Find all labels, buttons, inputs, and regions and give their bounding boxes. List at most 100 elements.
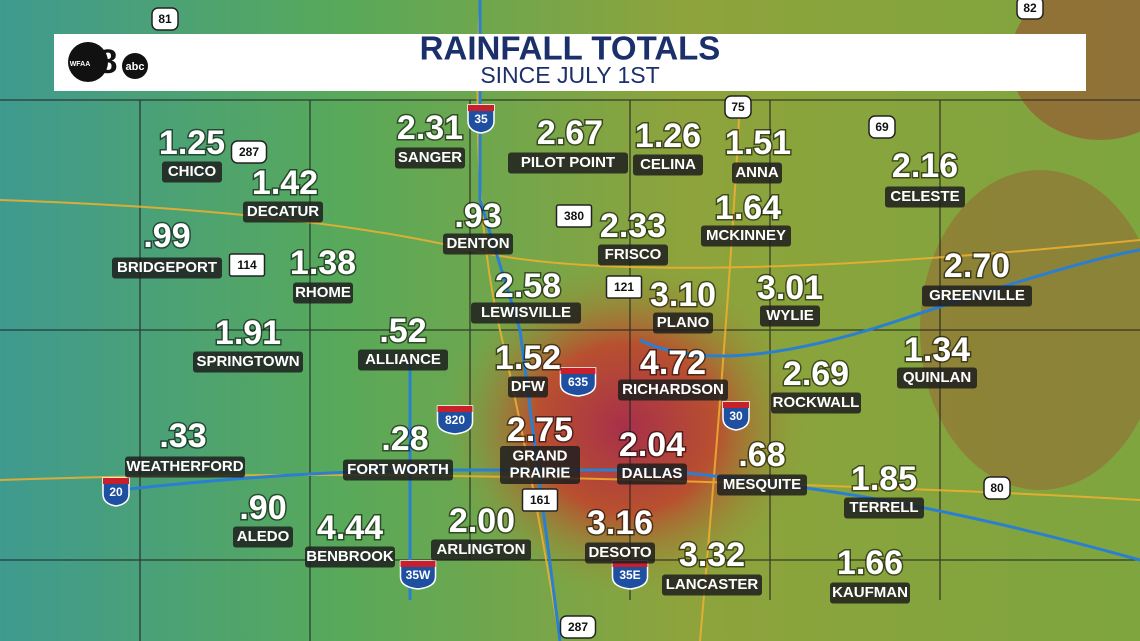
- label-box: [508, 376, 548, 398]
- shield-shape: [228, 253, 266, 277]
- location-name: GREENVILLE: [929, 287, 1025, 304]
- rain-total: 1.51: [725, 124, 791, 162]
- highway-shield: 635: [559, 367, 597, 397]
- rain-total: 2.00: [449, 502, 515, 540]
- rain-total: 1.85: [851, 460, 917, 498]
- county-lines: [0, 99, 1140, 641]
- location-name: CHICO: [168, 163, 217, 180]
- highway-shield: 121: [605, 275, 643, 299]
- rain-total: 2.58: [495, 267, 561, 305]
- shield-label: 635: [568, 375, 588, 389]
- location-name: WYLIE: [766, 307, 814, 324]
- location: ANNA 1.51: [723, 122, 793, 184]
- shield-shape: [722, 401, 750, 431]
- shield-label: 287: [239, 145, 259, 159]
- logo-network-badge: [122, 53, 148, 79]
- logo-channel: 8: [99, 43, 118, 81]
- subtitle: SINCE JULY 1ST: [480, 62, 659, 88]
- location-name: TERRELL: [849, 499, 918, 516]
- location-name: LANCASTER: [666, 576, 759, 593]
- rain-total: 1.25: [159, 124, 225, 162]
- label-box: [897, 367, 977, 389]
- location: FORT WORTH .28: [343, 418, 453, 481]
- rain-total: 2.69: [783, 355, 849, 393]
- shield-label: 380: [564, 209, 584, 223]
- location: KAUFMAN 1.66: [830, 542, 910, 604]
- location-name: DESOTO: [588, 544, 651, 561]
- rain-total: 1.91: [215, 314, 281, 352]
- location-name: ANNA: [735, 164, 778, 181]
- location: RHOME 1.38: [288, 242, 358, 304]
- highway-shield: 35W: [399, 560, 437, 590]
- shield-label: 81: [158, 12, 172, 26]
- label-box: [662, 574, 762, 596]
- rain-total: 1.42: [252, 164, 318, 202]
- location: ALEDO.90: [233, 487, 293, 548]
- location-name: WEATHERFORD: [126, 458, 243, 475]
- location-name: DALLAS: [622, 465, 683, 482]
- rain-total: .93: [454, 197, 501, 235]
- label-box: [358, 349, 448, 371]
- rain-total: 2.70: [944, 247, 1010, 285]
- label-box: [717, 474, 807, 496]
- location: DESOTO 3.16: [585, 502, 655, 564]
- location: LANCASTER 3.32: [662, 534, 762, 596]
- shield-label: 82: [1023, 1, 1037, 15]
- location-name: ROCKWALL: [773, 394, 860, 411]
- location-name: CELESTE: [890, 188, 959, 205]
- logo-station: WFAA: [70, 61, 91, 68]
- highway-shield: 161: [521, 488, 559, 512]
- location: PILOT POINT 2.67: [508, 112, 628, 174]
- label-box: [830, 582, 910, 604]
- location-name: GRAND PRAIRIE: [510, 447, 571, 481]
- shield-band: [560, 368, 596, 374]
- shield-shape: [436, 405, 474, 435]
- highway-shield: 35E: [611, 560, 649, 590]
- label-box: [431, 539, 531, 561]
- shield-label: 35E: [619, 568, 640, 582]
- label-box: [922, 285, 1032, 307]
- label-box: [760, 305, 820, 327]
- shield-shape: [868, 115, 896, 139]
- shield-shape: [559, 615, 597, 639]
- location-name: PLANO: [657, 314, 710, 331]
- highway-shield: 30: [722, 401, 750, 431]
- rain-total: 2.33: [600, 207, 666, 245]
- label-box: [243, 201, 323, 223]
- shield-label: 287: [568, 620, 588, 634]
- label-box: [633, 154, 703, 176]
- label-box: [618, 379, 728, 401]
- location-name: SANGER: [398, 149, 462, 166]
- location: CELESTE 2.16: [885, 145, 965, 208]
- shield-label: 820: [445, 413, 465, 427]
- label-box: [305, 546, 395, 568]
- label-box: [508, 152, 628, 174]
- location-name: DFW: [511, 378, 546, 395]
- rain-total: 2.75: [507, 411, 573, 449]
- location: SANGER 2.31: [395, 107, 465, 169]
- rain-total: .28: [381, 420, 428, 458]
- rain-total: .90: [239, 489, 286, 527]
- label-box: [585, 542, 655, 564]
- shield-label: 114: [237, 258, 257, 272]
- shield-label: 35: [474, 112, 488, 126]
- label-box: [343, 459, 453, 481]
- highway-shield: 820: [436, 405, 474, 435]
- location-name: FRISCO: [605, 246, 662, 263]
- rain-total: 4.72: [640, 344, 706, 382]
- rain-total: .68: [738, 436, 785, 474]
